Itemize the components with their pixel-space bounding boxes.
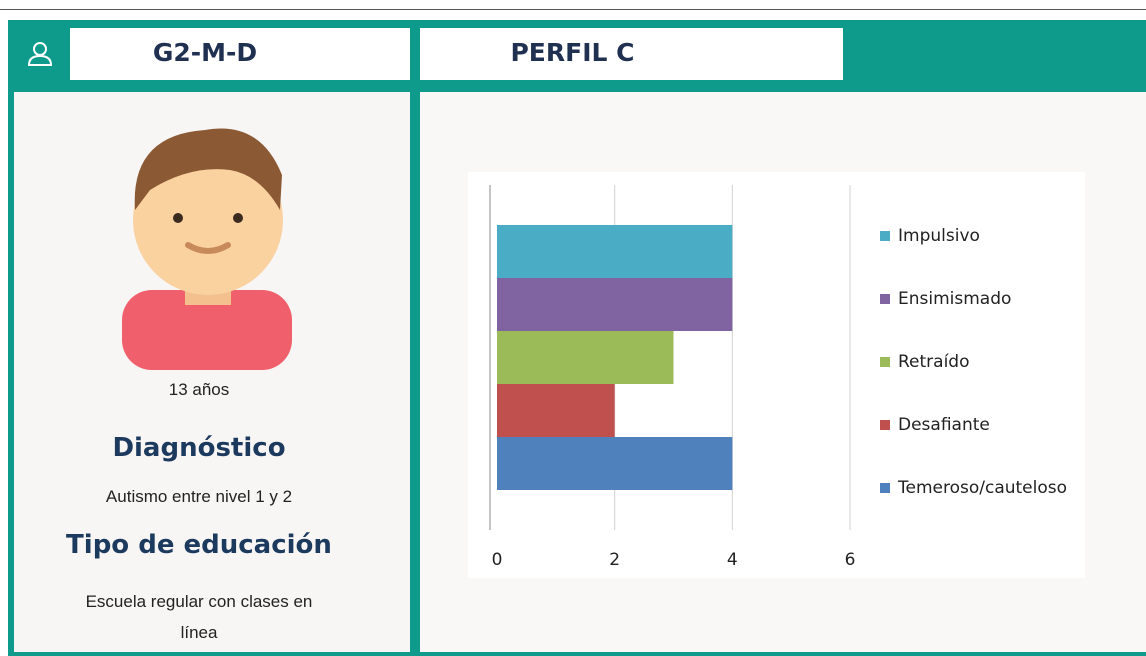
x-tick-label: 4	[727, 550, 738, 570]
legend-swatch	[880, 420, 890, 430]
bar	[497, 278, 732, 331]
bar	[497, 437, 732, 490]
legend-label: Impulsivo	[898, 226, 980, 246]
legend-swatch	[880, 357, 890, 367]
legend-label: Retraído	[898, 352, 970, 372]
page: G2-M-D PERFIL C 13 años Diagnóstico Auti…	[0, 0, 1146, 656]
legend-swatch	[880, 231, 890, 241]
x-tick-label: 0	[492, 550, 503, 570]
x-tick-label: 2	[609, 550, 620, 570]
chart: 0 2 4 6 Impulsivo Ensimismado Retraído Desafian…	[0, 0, 1146, 656]
legend-label: Desafiante	[898, 415, 990, 435]
legend-swatch	[880, 483, 890, 493]
bar	[497, 225, 732, 278]
bar	[497, 331, 674, 384]
x-tick-label: 6	[845, 550, 856, 570]
legend-label: Ensimismado	[898, 289, 1011, 309]
legend-swatch	[880, 294, 890, 304]
legend-label: Temeroso/cauteloso	[897, 478, 1067, 498]
bar	[497, 384, 615, 437]
